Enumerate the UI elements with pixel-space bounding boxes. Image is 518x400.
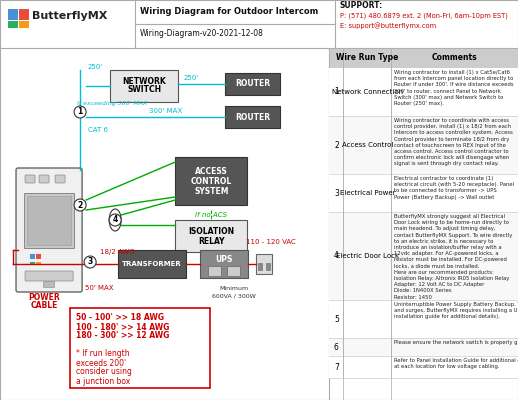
Bar [36, 254, 41, 259]
Text: i: i [114, 217, 116, 223]
Bar [175, 157, 247, 205]
Text: 250': 250' [184, 75, 199, 81]
Text: CONTROL: CONTROL [191, 176, 232, 186]
Bar [329, 356, 518, 378]
Text: 5: 5 [334, 314, 339, 324]
Ellipse shape [109, 209, 121, 231]
Bar [256, 254, 272, 274]
Bar [208, 266, 221, 276]
Text: consider using: consider using [76, 368, 132, 376]
Text: CAT 6: CAT 6 [88, 127, 108, 133]
Bar [24, 193, 74, 248]
Bar [19, 21, 29, 28]
Text: * If run length: * If run length [76, 350, 130, 358]
Bar [329, 68, 518, 116]
Text: Refer to Panel Installation Guide for additional details. Leave 6' service loop
: Refer to Panel Installation Guide for ad… [394, 358, 518, 369]
Text: Access Control: Access Control [342, 142, 393, 148]
Bar [70, 308, 210, 388]
Text: Network Connection: Network Connection [332, 89, 403, 95]
Text: CABLE: CABLE [31, 302, 57, 310]
Circle shape [109, 214, 121, 226]
FancyBboxPatch shape [55, 175, 65, 183]
Bar [118, 250, 186, 278]
Text: 1: 1 [78, 108, 83, 116]
Bar [225, 73, 280, 95]
Text: ROUTER: ROUTER [235, 80, 270, 88]
Text: 250': 250' [88, 64, 103, 70]
Text: 600VA / 300W: 600VA / 300W [212, 294, 256, 298]
Bar [329, 338, 518, 356]
Bar [329, 174, 518, 212]
Text: UPS: UPS [215, 254, 233, 264]
Bar [30, 254, 35, 259]
Bar [266, 263, 270, 270]
Text: 2: 2 [78, 200, 83, 210]
FancyBboxPatch shape [39, 175, 49, 183]
Text: Electrical contractor to coordinate (1)
electrical circuit (with 5-20 receptacle: Electrical contractor to coordinate (1) … [394, 176, 514, 200]
Text: SUPPORT:: SUPPORT: [340, 2, 383, 10]
Text: Wiring Diagram for Outdoor Intercom: Wiring Diagram for Outdoor Intercom [140, 8, 318, 16]
Bar [8, 9, 18, 20]
Text: Wiring contractor to coordinate with access
control provider, install (1) x 18/2: Wiring contractor to coordinate with acc… [394, 118, 513, 166]
Bar [258, 263, 262, 270]
Text: ButterflyMX: ButterflyMX [32, 11, 107, 21]
Bar [110, 70, 178, 102]
Text: If exceeding 300' MAX: If exceeding 300' MAX [77, 102, 147, 106]
Bar [30, 262, 35, 265]
Bar [27, 196, 71, 245]
Bar [19, 9, 29, 20]
Text: 4: 4 [334, 252, 339, 260]
Text: 1: 1 [334, 88, 339, 96]
FancyBboxPatch shape [25, 175, 35, 183]
Text: 50' MAX: 50' MAX [85, 285, 113, 291]
Bar [36, 262, 41, 265]
Text: 180 - 300' >> 12 AWG: 180 - 300' >> 12 AWG [76, 332, 169, 340]
Text: Uninterruptible Power Supply Battery Backup. To prevent voltage drops
and surges: Uninterruptible Power Supply Battery Bac… [394, 302, 518, 319]
Text: Wiring-Diagram-v20-2021-12-08: Wiring-Diagram-v20-2021-12-08 [140, 30, 264, 38]
Text: 110 - 120 VAC: 110 - 120 VAC [247, 239, 296, 245]
Bar [329, 116, 518, 174]
Text: Electric Door Lock: Electric Door Lock [336, 253, 399, 259]
Text: ButterflyMX strongly suggest all Electrical
Door Lock wiring to be home-run dire: ButterflyMX strongly suggest all Electri… [394, 214, 513, 300]
Text: Wire Run Type: Wire Run Type [336, 54, 398, 62]
Circle shape [84, 256, 96, 268]
Text: 3: 3 [88, 258, 93, 266]
Text: 50 - 100' >> 18 AWG: 50 - 100' >> 18 AWG [76, 314, 164, 322]
Text: 7: 7 [334, 362, 339, 372]
Text: E: support@butterflymx.com: E: support@butterflymx.com [340, 23, 436, 29]
Text: ISOLATION: ISOLATION [188, 226, 234, 236]
Text: RELAY: RELAY [198, 236, 224, 246]
Text: 300' MAX: 300' MAX [149, 108, 182, 114]
FancyBboxPatch shape [44, 282, 54, 288]
Text: 6: 6 [334, 342, 339, 352]
Circle shape [74, 106, 86, 118]
Text: 4: 4 [112, 216, 118, 224]
Bar [225, 106, 280, 128]
Bar [329, 300, 518, 338]
Text: exceeds 200': exceeds 200' [76, 358, 126, 368]
Bar [329, 48, 518, 68]
Text: 100 - 180' >> 14 AWG: 100 - 180' >> 14 AWG [76, 322, 169, 332]
Text: P: (571) 480.6879 ext. 2 (Mon-Fri, 6am-10pm EST): P: (571) 480.6879 ext. 2 (Mon-Fri, 6am-1… [340, 13, 508, 19]
Text: Electrical Power: Electrical Power [340, 190, 395, 196]
Bar [8, 21, 18, 28]
Text: 2: 2 [334, 140, 339, 150]
FancyBboxPatch shape [25, 271, 73, 281]
Text: Comments: Comments [431, 54, 477, 62]
Text: If no ACS: If no ACS [195, 212, 227, 218]
Text: Minimum: Minimum [220, 286, 249, 290]
Text: ROUTER: ROUTER [235, 112, 270, 122]
Text: TRANSFORMER: TRANSFORMER [122, 261, 182, 267]
Bar [175, 220, 247, 252]
Text: Wiring contractor to install (1) x Cat5e/Cat6
from each Intercom panel location : Wiring contractor to install (1) x Cat5e… [394, 70, 514, 106]
Bar [227, 266, 240, 276]
Text: NETWORK: NETWORK [122, 78, 166, 86]
Text: Please ensure the network switch is properly grounded.: Please ensure the network switch is prop… [394, 340, 518, 345]
Text: POWER: POWER [28, 294, 60, 302]
Text: a junction box: a junction box [76, 376, 131, 386]
Bar [200, 250, 248, 278]
Text: SWITCH: SWITCH [127, 86, 161, 94]
Text: SYSTEM: SYSTEM [194, 186, 228, 196]
Text: 3: 3 [334, 188, 339, 198]
Bar [329, 212, 518, 300]
